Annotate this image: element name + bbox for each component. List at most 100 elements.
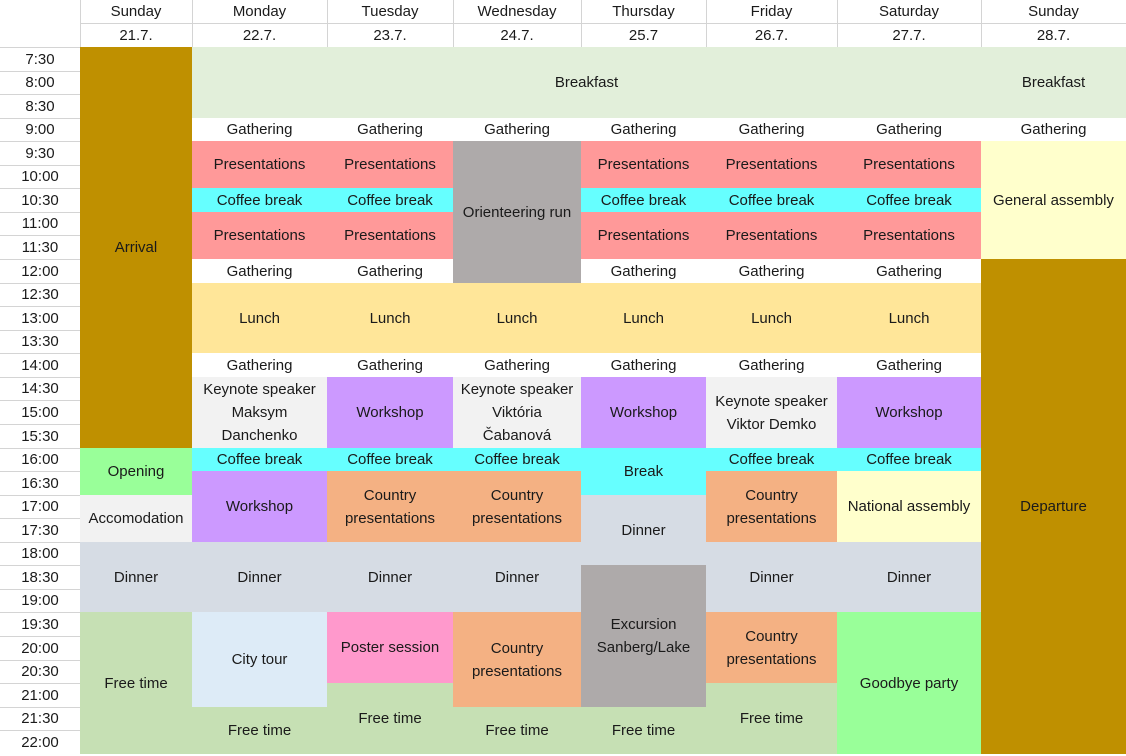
event-block: Coffee break	[581, 188, 706, 212]
event-block-label: Arrival	[114, 239, 158, 256]
event-block: Presentations	[192, 212, 327, 259]
event-block: Country presentations	[327, 471, 453, 542]
time-label: 9:30	[0, 141, 80, 165]
time-label-label: 12:00	[21, 262, 59, 280]
event-block: Presentations	[327, 212, 453, 259]
time-divider	[0, 612, 80, 613]
time-label: 13:30	[0, 330, 80, 353]
event-block-label: Coffee break	[216, 451, 303, 468]
time-label-label: 7:30	[25, 50, 55, 68]
time-label-label: 8:00	[25, 74, 55, 91]
event-block: Free time	[706, 683, 837, 754]
event-block-label: Goodbye party	[859, 674, 959, 692]
date-label: 22.7.	[242, 27, 277, 44]
event-block: Break	[581, 448, 706, 495]
event-block: Lunch	[192, 283, 327, 353]
time-label: 18:30	[0, 565, 80, 589]
time-label-label: 8:30	[25, 97, 55, 115]
event-block: Goodbye party	[837, 612, 981, 754]
day-header: Tuesday	[327, 0, 453, 23]
event-block: Country presentations	[706, 612, 837, 683]
event-block: Workshop	[581, 377, 706, 448]
event-block-label: Gathering	[738, 262, 805, 280]
day-header: Wednesday	[453, 0, 581, 23]
time-divider	[0, 636, 80, 637]
time-label: 22:00	[0, 730, 80, 754]
day-name: Friday	[750, 3, 793, 20]
event-block-label: Poster session	[340, 639, 440, 656]
event-block: Orienteering run	[453, 141, 581, 283]
event-block: Presentations	[581, 212, 706, 259]
event-block: Presentations	[837, 141, 981, 188]
event-block-label: Free time	[227, 722, 292, 739]
event-block: Opening	[80, 448, 192, 495]
event-block-label: Dinner	[237, 568, 282, 586]
time-divider	[0, 589, 80, 590]
day-name: Monday	[232, 3, 287, 20]
event-block-label: Gathering	[610, 356, 677, 374]
event-block: Free time	[327, 683, 453, 754]
time-label-label: 21:00	[21, 686, 59, 704]
time-divider	[0, 400, 80, 401]
event-block: Dinner	[581, 495, 706, 565]
time-label: 10:30	[0, 188, 80, 212]
day-date: 27.7.	[837, 24, 981, 47]
event-block: Coffee break	[327, 448, 453, 471]
event-block-label: Presentations	[725, 227, 818, 244]
event-block-label: Free time	[739, 710, 804, 727]
event-block: Coffee break	[837, 448, 981, 471]
time-label-label: 17:30	[21, 521, 59, 539]
event-block-label: Country presentations	[726, 486, 817, 527]
day-name: Tuesday	[361, 3, 419, 20]
event-block: Lunch	[581, 283, 706, 353]
time-label: 17:00	[0, 495, 80, 518]
event-block-label: Workshop	[609, 404, 678, 421]
event-block-label: Keynote speaker Viktor Demko	[715, 392, 828, 433]
event-block: Dinner	[192, 542, 327, 612]
time-label: 11:00	[0, 212, 80, 235]
time-divider	[0, 353, 80, 354]
event-block-label: Presentations	[344, 156, 436, 173]
event-block: Departure	[981, 259, 1126, 754]
date-label: 24.7.	[500, 27, 534, 44]
time-label-label: 11:30	[21, 238, 59, 256]
event-block-label: Gathering	[357, 356, 423, 374]
time-divider	[0, 212, 80, 213]
event-block: National assembly	[837, 471, 981, 542]
event-block-label: Coffee break	[866, 191, 952, 209]
event-block-label: General assembly	[993, 191, 1114, 209]
event-block: Gathering	[837, 259, 981, 283]
day-date: 21.7.	[80, 24, 192, 47]
time-label: 8:30	[0, 94, 80, 118]
event-block: Gathering	[327, 353, 453, 377]
event-block-label: Dinner	[886, 568, 932, 586]
event-block-label: Breakfast	[554, 74, 619, 91]
event-block-label: Gathering	[484, 121, 550, 138]
event-block: Lunch	[327, 283, 453, 353]
day-name: Wednesday	[477, 3, 557, 20]
event-block-label: Presentations	[213, 227, 306, 244]
header-divider	[80, 23, 1126, 24]
date-label: 23.7.	[373, 27, 407, 44]
time-label-label: 10:30	[21, 191, 59, 209]
event-block: Gathering	[837, 353, 981, 377]
event-block-label: Departure	[1020, 498, 1087, 515]
time-divider	[0, 283, 80, 284]
time-label: 14:00	[0, 353, 80, 377]
time-label-label: 9:30	[25, 144, 55, 162]
event-block-label: Lunch	[239, 309, 280, 327]
event-block-label: Coffee break	[216, 191, 303, 209]
event-block: Coffee break	[453, 448, 581, 471]
event-block: Accomodation	[80, 495, 192, 542]
day-header: Friday	[706, 0, 837, 23]
event-block: Workshop	[192, 471, 327, 542]
event-block-label: Gathering	[610, 262, 677, 280]
time-divider	[0, 448, 80, 449]
column-divider	[192, 0, 193, 47]
event-block: Gathering	[453, 118, 581, 141]
event-block-label: Free time	[104, 674, 168, 692]
column-divider	[706, 0, 707, 47]
time-divider	[0, 660, 80, 661]
day-date: 24.7.	[453, 24, 581, 47]
event-block: Gathering	[581, 259, 706, 283]
